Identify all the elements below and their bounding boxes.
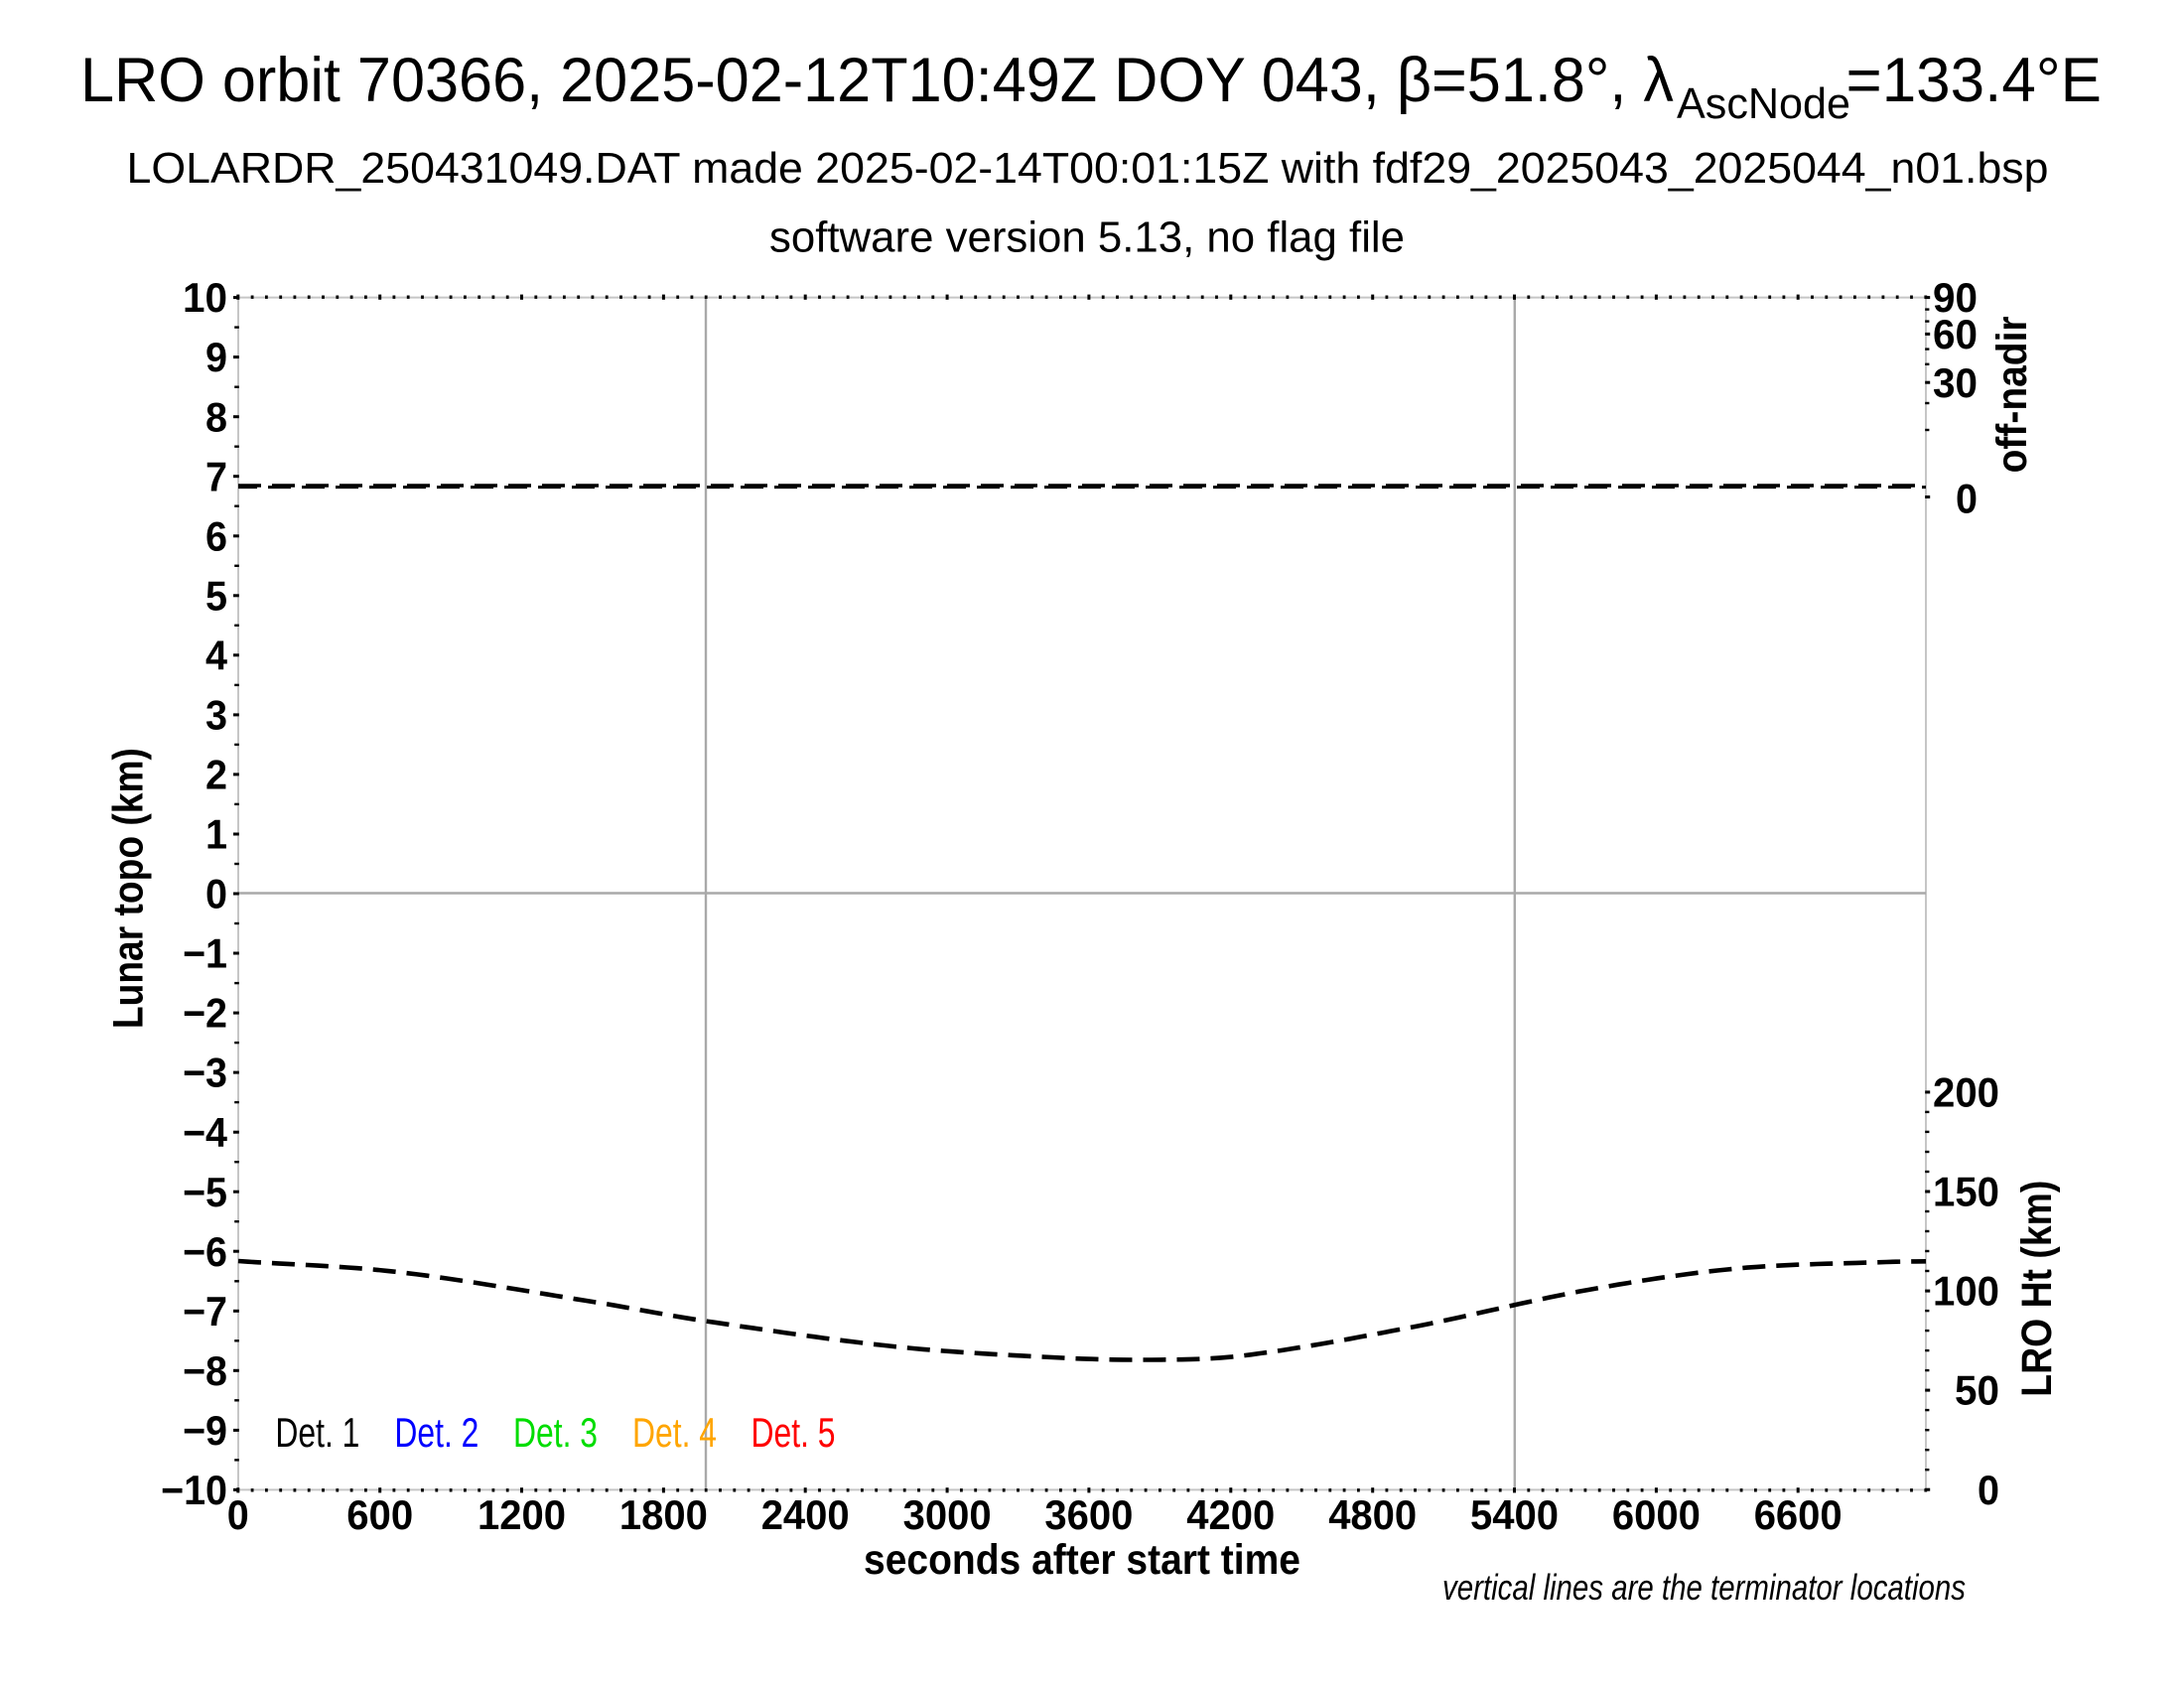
svg-text:5400: 5400 <box>1470 1491 1559 1538</box>
svg-text:6600: 6600 <box>1754 1491 1843 1538</box>
svg-text:6: 6 <box>205 512 227 559</box>
svg-text:LOLARDR_250431049.DAT made 202: LOLARDR_250431049.DAT made 2025-02-14T00… <box>127 144 2049 193</box>
svg-text:8: 8 <box>205 393 227 440</box>
svg-text:60: 60 <box>1933 311 1978 357</box>
svg-text:off-nadir: off-nadir <box>1988 316 2036 473</box>
svg-text:−5: −5 <box>183 1169 227 1215</box>
svg-text:Det. 2: Det. 2 <box>394 1409 478 1456</box>
svg-text:1200: 1200 <box>478 1491 566 1538</box>
svg-text:−9: −9 <box>183 1407 227 1454</box>
svg-text:30: 30 <box>1933 359 1978 406</box>
svg-text:seconds after start time: seconds after start time <box>864 1536 1300 1584</box>
svg-text:3000: 3000 <box>903 1491 992 1538</box>
svg-text:Det. 4: Det. 4 <box>632 1409 717 1456</box>
svg-text:4: 4 <box>205 632 228 678</box>
svg-text:3600: 3600 <box>1044 1491 1133 1538</box>
svg-text:−1: −1 <box>183 930 227 977</box>
svg-text:−4: −4 <box>183 1109 228 1156</box>
svg-text:2: 2 <box>205 752 227 798</box>
svg-text:9: 9 <box>205 334 227 380</box>
svg-text:150: 150 <box>1933 1169 1999 1215</box>
svg-text:Det. 1: Det. 1 <box>275 1409 359 1456</box>
svg-text:7: 7 <box>205 453 227 499</box>
svg-text:−6: −6 <box>183 1228 227 1275</box>
svg-text:Det. 5: Det. 5 <box>751 1409 836 1456</box>
svg-text:Lunar topo (km): Lunar topo (km) <box>105 748 153 1029</box>
svg-text:0: 0 <box>205 871 227 917</box>
svg-text:100: 100 <box>1933 1268 1999 1315</box>
svg-text:vertical lines are the termina: vertical lines are the terminator locati… <box>1442 1567 1966 1608</box>
svg-text:1: 1 <box>205 811 227 858</box>
svg-text:0: 0 <box>1978 1467 1999 1513</box>
svg-text:1800: 1800 <box>619 1491 708 1538</box>
svg-text:LRO orbit 70366, 2025-02-12T10: LRO orbit 70366, 2025-02-12T10:49Z DOY 0… <box>80 46 1674 115</box>
svg-text:0: 0 <box>1956 476 1978 522</box>
svg-text:2400: 2400 <box>761 1491 850 1538</box>
svg-text:4800: 4800 <box>1328 1491 1417 1538</box>
svg-text:=133.4°E: =133.4°E <box>1846 46 2103 115</box>
svg-text:−10: −10 <box>161 1467 227 1513</box>
svg-text:Det. 3: Det. 3 <box>513 1409 598 1456</box>
svg-text:LRO Ht (km): LRO Ht (km) <box>2013 1181 2061 1397</box>
svg-text:−8: −8 <box>183 1347 227 1394</box>
svg-text:0: 0 <box>227 1491 249 1538</box>
svg-text:5: 5 <box>205 572 227 619</box>
svg-text:50: 50 <box>1955 1367 1999 1414</box>
svg-text:200: 200 <box>1933 1069 1999 1116</box>
svg-text:90: 90 <box>1933 274 1978 321</box>
svg-text:6000: 6000 <box>1612 1491 1701 1538</box>
svg-text:−3: −3 <box>183 1050 227 1096</box>
svg-text:software version 5.13, no flag: software version 5.13, no flag file <box>769 213 1405 262</box>
svg-text:600: 600 <box>346 1491 413 1538</box>
svg-text:AscNode: AscNode <box>1677 79 1850 128</box>
svg-text:3: 3 <box>205 692 227 739</box>
svg-text:−2: −2 <box>183 990 227 1037</box>
svg-text:4200: 4200 <box>1186 1491 1275 1538</box>
svg-text:10: 10 <box>183 274 227 321</box>
svg-text:−7: −7 <box>183 1288 227 1335</box>
